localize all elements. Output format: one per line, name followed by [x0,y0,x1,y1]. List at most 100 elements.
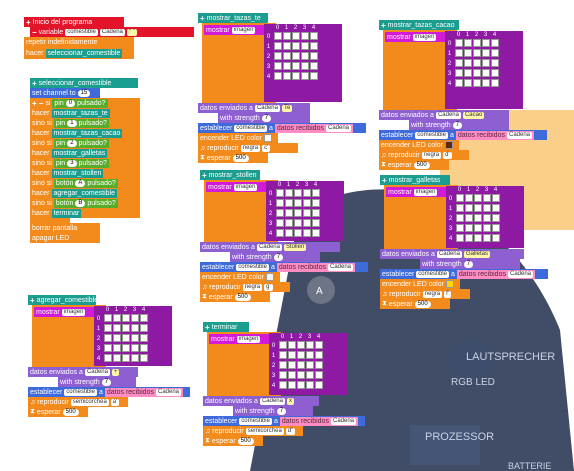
led-checkbox[interactable] [311,199,320,207]
led-checkbox[interactable] [311,209,320,217]
led-checkbox[interactable] [278,351,287,359]
led-checkbox[interactable] [490,49,499,57]
play-row[interactable]: ♫ reproducir negra c' [198,143,298,153]
if-pin0-row[interactable]: + − si pin 0 pulsado? [30,98,140,108]
led-checkbox[interactable] [472,59,481,67]
led-checkbox[interactable] [112,354,121,362]
led-checkbox[interactable] [300,72,309,80]
play-row[interactable]: ♫ reproducir negra f' [380,289,470,299]
led-checkbox[interactable] [455,224,464,232]
led-checkbox[interactable] [311,229,320,237]
led-checkbox[interactable] [491,214,500,222]
led-checkbox[interactable] [300,32,309,40]
led-checkbox[interactable] [472,79,481,87]
led-checkbox[interactable] [314,341,323,349]
led-checkbox[interactable] [464,204,473,212]
set-row[interactable]: establecer comestible a datos recibidos Cad… [203,416,365,426]
led-checkbox[interactable] [121,344,130,352]
led-checkbox[interactable] [112,314,121,322]
send-message[interactable]: Te [281,104,293,112]
play-row[interactable]: ♫ reproducir negra d' [379,150,469,160]
led-checkbox[interactable] [455,234,464,242]
call-terminar[interactable]: terminar [51,208,82,218]
send-row[interactable]: datos enviados a Cadena + [28,367,138,377]
led-checkbox[interactable] [473,234,482,242]
strength-row[interactable]: with strength 7 [58,377,136,387]
led-checkbox[interactable] [305,381,314,389]
led-checkbox[interactable] [275,219,284,227]
led-checkbox[interactable] [284,209,293,217]
set-row[interactable]: establecer comestible a datos recibidos Cad… [200,262,368,272]
led-checkbox[interactable] [103,314,112,322]
call-agregar[interactable]: agregar_comestible [51,188,117,198]
led-checkbox[interactable] [302,209,311,217]
led-checkbox[interactable] [463,39,472,47]
led-checkbox[interactable] [130,324,139,332]
led-off-row[interactable]: apagar LED [30,233,100,243]
led-checkbox[interactable] [305,361,314,369]
led-checkbox[interactable] [103,354,112,362]
show-image-row[interactable]: mostrar imagen [386,187,446,197]
led-checkbox[interactable] [482,234,491,242]
set-row[interactable]: establecer comestible a datos recibidos Cad… [28,387,190,397]
led-checkbox[interactable] [314,351,323,359]
led-checkbox[interactable] [130,334,139,342]
led-checkbox[interactable] [284,189,293,197]
led-checkbox[interactable] [473,194,482,202]
led-checkbox[interactable] [139,314,148,322]
show-image-row[interactable]: mostrar imagen [209,334,269,344]
call-cacao[interactable]: mostrar_tazas_cacao [51,128,123,138]
play-row[interactable]: ♫ reproducir semicorchea a' [28,397,128,407]
pin1-check[interactable]: pin 1 pulsado? [53,118,109,128]
led-checkbox[interactable] [103,324,112,332]
led-checkbox[interactable] [463,49,472,57]
led-checkbox[interactable] [273,42,282,50]
send-row[interactable]: datos enviados a Cadena Cacao [379,110,509,120]
led-checkbox[interactable] [273,32,282,40]
led-checkbox[interactable] [472,39,481,47]
pin0-check[interactable]: pin 0 pulsado? [52,98,108,108]
led-checkbox[interactable] [121,334,130,342]
variable-name-field[interactable]: comestible [65,28,98,36]
led-checkbox[interactable] [291,32,300,40]
led-checkbox[interactable] [275,199,284,207]
led-checkbox[interactable] [296,381,305,389]
led-checkbox[interactable] [302,199,311,207]
wait-row[interactable]: ⧗ esperar 500 [198,153,268,163]
led-checkbox[interactable] [112,334,121,342]
wait-row[interactable]: ⧗ esperar 500 [379,160,449,170]
led-checkbox[interactable] [291,72,300,80]
led-checkbox[interactable] [463,69,472,77]
led-checkbox[interactable] [463,59,472,67]
led-checkbox[interactable] [314,371,323,379]
string-empty[interactable]: “ ” [126,28,137,36]
led-checkbox[interactable] [296,351,305,359]
led-checkbox[interactable] [287,361,296,369]
show-image-row[interactable]: mostrar imagen [34,307,94,317]
led-checkbox[interactable] [139,344,148,352]
led-checkbox[interactable] [296,341,305,349]
led-checkbox[interactable] [314,381,323,389]
led-checkbox[interactable] [112,324,121,332]
led-checkbox[interactable] [309,72,318,80]
led-checkbox[interactable] [278,361,287,369]
led-checkbox[interactable] [130,354,139,362]
led-checkbox[interactable] [490,59,499,67]
set-row[interactable]: establecer comestible a datos recibidos Cad… [380,269,548,279]
led-checkbox[interactable] [287,381,296,389]
plus-icon[interactable]: + [32,78,37,88]
led-checkbox[interactable] [482,204,491,212]
led-checkbox[interactable] [481,79,490,87]
led-checkbox[interactable] [464,194,473,202]
